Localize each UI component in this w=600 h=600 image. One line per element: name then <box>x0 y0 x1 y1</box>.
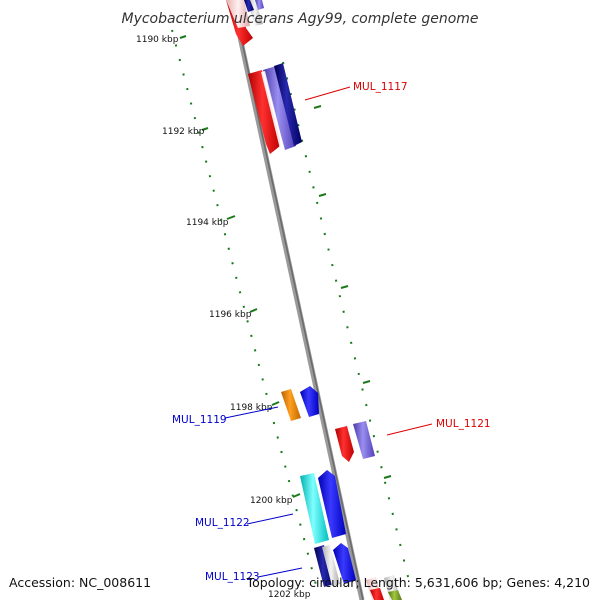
gene-mul-1123[interactable] <box>314 545 334 587</box>
gene-bottom-cluster[interactable] <box>366 575 402 600</box>
gene-label-mul-1119[interactable]: MUL_1119 <box>172 414 227 426</box>
gene-bottom-olive[interactable] <box>388 590 402 600</box>
gene-mul-1118b[interactable] <box>274 63 302 146</box>
gene-mul-1122[interactable] <box>300 473 329 544</box>
page-title: Mycobacterium ulcerans Agy99, complete g… <box>121 11 478 27</box>
tick-label-1194: 1194 kbp <box>186 218 229 228</box>
gene-label-mul-1121[interactable]: MUL_1121 <box>436 418 491 430</box>
tick-label-1192: 1192 kbp <box>162 127 205 137</box>
gene-top-pink[interactable] <box>226 0 250 28</box>
gene-label-mul-1117[interactable]: MUL_1117 <box>353 81 408 93</box>
gene-mul-1122b[interactable] <box>318 470 346 538</box>
gene-mul-1119[interactable] <box>281 389 301 421</box>
gene-label-mul-1123[interactable]: MUL_1123 <box>205 571 260 583</box>
gene-bottom-red[interactable] <box>370 588 384 600</box>
tick-label-1202: 1202 kbp <box>268 590 311 600</box>
tick-label-1200: 1200 kbp <box>250 496 293 506</box>
gene-top-cluster[interactable] <box>226 0 264 46</box>
gene-mul-1121[interactable] <box>335 426 354 462</box>
gene-cluster-mul-1119[interactable] <box>281 386 319 421</box>
gene-mul-1123b[interactable] <box>322 545 340 586</box>
outer-tick-track <box>282 61 411 586</box>
accession-text: Accession: NC_008611 <box>9 575 151 590</box>
gene-cluster-mul-1122[interactable] <box>300 470 346 544</box>
label-leaders <box>224 86 433 578</box>
gene-mul-1118a[interactable] <box>263 66 296 150</box>
gene-top-navy[interactable] <box>244 0 254 12</box>
gene-mul-1117[interactable] <box>248 70 280 154</box>
inner-tick-track <box>171 29 317 586</box>
topology-text: Topology: circular; Length: 5,631,606 bp… <box>246 575 590 590</box>
gene-mul-1124[interactable] <box>333 543 356 584</box>
gene-cluster-mul-1121[interactable] <box>335 421 375 462</box>
tick-label-1190: 1190 kbp <box>136 35 179 45</box>
gene-mul-1121b[interactable] <box>353 421 375 459</box>
tick-label-1198: 1198 kbp <box>230 403 273 413</box>
major-tick-marks <box>179 35 392 498</box>
gene-mul-1120[interactable] <box>300 386 319 417</box>
gene-top-violet[interactable] <box>255 0 264 10</box>
tick-label-1196: 1196 kbp <box>209 310 252 320</box>
gene-label-mul-1122[interactable]: MUL_1122 <box>195 517 250 529</box>
gene-cluster-mul-1123[interactable] <box>314 543 356 587</box>
genome-backbone-shade <box>232 0 364 600</box>
gene-separator <box>261 71 284 149</box>
genome-backbone <box>229 0 365 600</box>
gene-cluster-mul-1117[interactable] <box>248 63 302 154</box>
